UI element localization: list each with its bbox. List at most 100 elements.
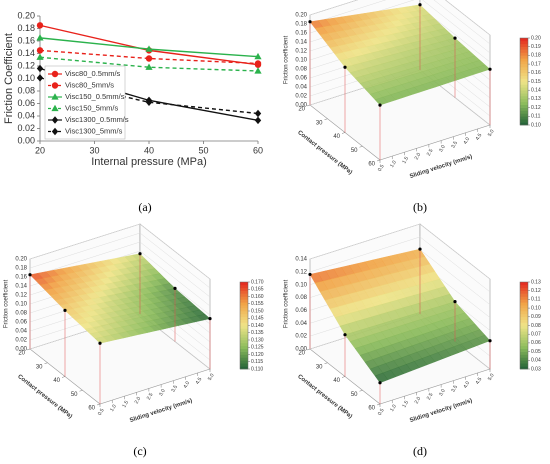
data-point <box>453 300 457 304</box>
grid-line <box>309 223 491 280</box>
x-tick <box>306 348 311 351</box>
colorbar-slice <box>520 348 528 352</box>
colorbar-tick-label: 0.18 <box>531 53 541 59</box>
marker <box>254 109 262 118</box>
data-point <box>453 36 457 40</box>
colorbar-tick-label: 0.03 <box>531 366 541 372</box>
colorbar-slice <box>520 337 528 341</box>
x-tick <box>359 390 363 392</box>
grid-line <box>29 223 211 280</box>
colorbar-slice <box>520 299 528 303</box>
colorbar-slice <box>240 313 248 318</box>
colorbar-slice <box>520 58 528 62</box>
panel-label: (c) <box>133 444 146 458</box>
colorbar-slice <box>240 305 248 309</box>
y-tick-label: 1.0 <box>389 404 398 413</box>
x-tick <box>306 104 311 107</box>
y-tick-label: 0.10 <box>17 73 35 83</box>
colorbar-tick-label: 0.16 <box>531 70 541 76</box>
x-tick <box>26 348 31 351</box>
y-tick-label: 4.5 <box>195 376 204 385</box>
colorbar-slice <box>240 342 248 347</box>
colorbar-slice <box>240 328 248 332</box>
z-tick-label: 0.20 <box>15 257 27 263</box>
series-line <box>39 56 259 72</box>
legend-label: Visc1300_0.5mm/s <box>65 115 129 124</box>
colorbar-slice <box>520 38 528 42</box>
colorbar-slice <box>520 334 528 338</box>
colorbar-slice <box>520 110 528 114</box>
x-tick-label: 60 <box>253 145 263 155</box>
colorbar-slice <box>240 337 248 341</box>
x-tick <box>44 362 48 364</box>
y-tick-label: 0.14 <box>17 48 35 58</box>
x-axis-label: Internal pressure (MPa) <box>91 156 207 168</box>
colorbar-tick-label: 0.10 <box>531 122 541 128</box>
colorbar-slice <box>520 340 528 344</box>
colorbar-tick-label: 0.08 <box>531 323 541 329</box>
colorbar-slice <box>520 64 528 68</box>
colorbar-slice <box>520 287 528 291</box>
marker <box>145 55 153 62</box>
x-tick-label: 20 <box>298 351 305 357</box>
z-axis-label: Friction coefficient <box>284 280 290 329</box>
y-tick-label: 5.0 <box>487 372 496 381</box>
y-tick-label: 1.5 <box>401 400 410 409</box>
colorbar-tick-label: 0.110 <box>251 366 263 372</box>
y-tick-label: 0.06 <box>17 98 35 108</box>
z-tick-label: 0.08 <box>15 311 27 317</box>
marker <box>51 104 59 112</box>
colorbar-slice <box>520 55 528 59</box>
marker <box>36 53 44 60</box>
colorbar-slice <box>240 340 248 344</box>
data-point <box>98 341 102 345</box>
y-tick-label: 2.0 <box>414 396 423 405</box>
colorbar-slice <box>520 284 528 289</box>
data-point <box>343 333 347 337</box>
colorbar-slice <box>240 351 248 355</box>
grid-line <box>29 232 211 289</box>
colorbar-slice <box>520 119 528 123</box>
marker <box>36 47 44 54</box>
colorbar-slice <box>240 348 248 352</box>
x-tick-label: 50 <box>71 392 78 398</box>
colorbar-slice <box>520 311 528 315</box>
z-tick-label: 0.04 <box>15 329 27 335</box>
x-tick-label: 20 <box>18 351 25 357</box>
z-tick-label: 0.06 <box>295 76 307 82</box>
colorbar-slice <box>520 98 528 103</box>
marker <box>145 98 153 107</box>
x-tick-label: 50 <box>351 392 358 398</box>
colorbar-slice <box>520 363 528 367</box>
panel-label: (b) <box>413 200 427 214</box>
colorbar-slice <box>520 302 528 306</box>
colorbar-slice <box>520 104 528 108</box>
colorbar-slice <box>240 357 248 361</box>
colorbar-tick-label: 0.11 <box>531 114 541 120</box>
grid-line <box>309 0 491 45</box>
colorbar-tick-label: 0.125 <box>251 345 264 351</box>
colorbar-tick-label: 0.130 <box>251 337 264 343</box>
panel-label: (d) <box>413 444 427 458</box>
z-tick-label: 0.00 <box>295 103 307 109</box>
colorbar-slice <box>240 363 248 367</box>
colorbar-slice <box>520 40 528 45</box>
colorbar-slice <box>520 351 528 355</box>
colorbar-slice <box>520 61 528 65</box>
z-tick-label: 0.08 <box>295 295 307 301</box>
colorbar-slice <box>240 360 248 364</box>
colorbar-slice <box>240 296 248 300</box>
surface-patch <box>374 96 389 106</box>
surface-plot: 0.00 0.02 0.04 0.06 0.08 0.10 0.12 0.14 20 30 40 50… <box>284 223 541 458</box>
legend-label: Visc1300_5mm/s <box>65 126 123 135</box>
panel-label: (a) <box>138 200 151 214</box>
y-tick-label: 4.0 <box>183 380 192 389</box>
colorbar-slice <box>520 107 528 111</box>
z-tick-label: 0.10 <box>15 302 27 308</box>
x-tick-label: 60 <box>368 406 375 412</box>
marker <box>36 64 44 73</box>
marker <box>36 34 44 41</box>
surface-patch <box>374 372 389 384</box>
marker <box>254 67 262 74</box>
y-tick-label: 1.5 <box>401 156 410 165</box>
